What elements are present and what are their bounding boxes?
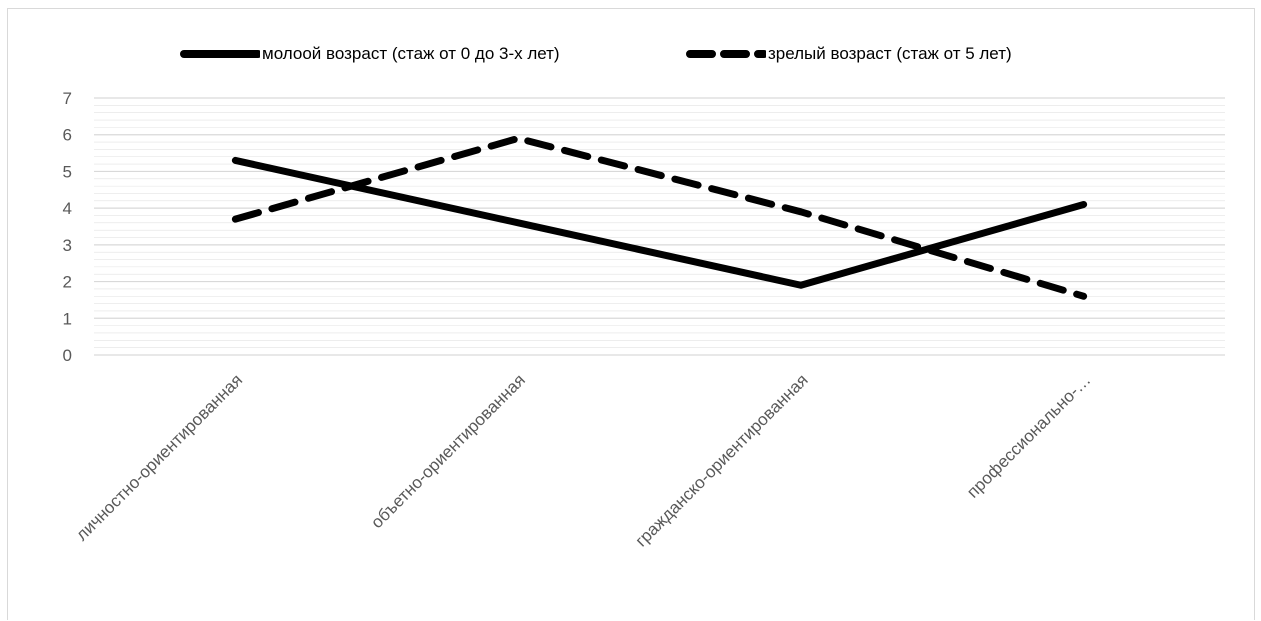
legend-item-mature: зрелый возраст (стаж от 5 лет)	[686, 39, 1012, 69]
legend-label-young: молоой возраст (стаж от 0 до 3-х лет)	[262, 44, 560, 63]
x-tick-label: профессионально-…	[963, 370, 1094, 501]
x-tick-label: личностно-ориентированная	[72, 370, 246, 544]
x-axis-ticks: личностно-ориентированная объетно-ориенти…	[72, 370, 1094, 550]
legend-swatch-solid	[180, 50, 260, 58]
y-tick-label: 4	[63, 199, 72, 218]
grid-layer	[94, 97, 1225, 356]
y-tick-label: 6	[63, 126, 72, 145]
legend-swatch-dashed	[686, 50, 766, 58]
plot-area: 0 1 2 3 4 5 6 7 личностно-ориентированная объетн…	[63, 89, 1225, 550]
y-axis-ticks: 0 1 2 3 4 5 6 7	[63, 89, 72, 365]
y-tick-label: 0	[63, 346, 72, 365]
series-line-1	[231, 134, 1088, 300]
y-tick-label: 1	[63, 309, 72, 328]
legend-item-young: молоой возраст (стаж от 0 до 3-х лет)	[180, 39, 560, 69]
series-line-0	[231, 156, 1088, 289]
series-layer	[231, 134, 1088, 300]
x-tick-label: объетно-ориентированная	[367, 370, 529, 532]
x-tick-label: гражданско-ориентированная	[632, 370, 812, 550]
y-tick-label: 5	[63, 162, 72, 181]
chart-frame: молоой возраст (стаж от 0 до 3-х лет) зр…	[7, 8, 1255, 620]
y-tick-label: 3	[63, 236, 72, 255]
y-tick-label: 2	[63, 273, 72, 292]
y-tick-label: 7	[63, 89, 72, 108]
legend: молоой возраст (стаж от 0 до 3-х лет) зр…	[8, 39, 1254, 69]
legend-label-mature: зрелый возраст (стаж от 5 лет)	[768, 44, 1012, 63]
